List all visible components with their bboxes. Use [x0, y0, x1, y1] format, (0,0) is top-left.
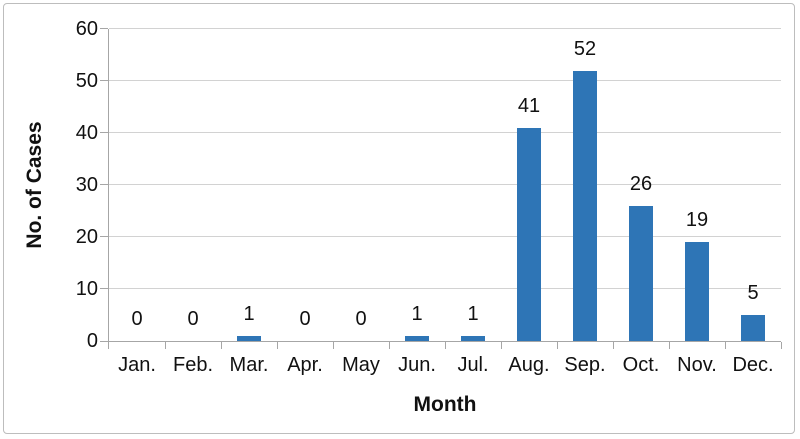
bar-value-label: 5 — [747, 282, 759, 304]
x-tick-mark — [445, 342, 446, 349]
bar-value-label: 52 — [573, 37, 597, 60]
x-axis-tick-label: Dec. — [732, 354, 774, 376]
figure-frame: No. of Cases Month 0 10 20 30 40 50 60 0 Jan. 0 Fe… — [3, 3, 795, 434]
y-axis-tick-label: 30 — [75, 174, 98, 196]
bar-value-label: 1 — [411, 302, 423, 325]
y-axis-title: No. of Cases — [23, 121, 46, 249]
y-axis-tick-label: 50 — [75, 70, 98, 92]
x-tick-mark — [613, 342, 614, 349]
x-axis-tick-label: Jun. — [398, 354, 436, 376]
x-tick-mark — [389, 342, 390, 349]
bar-value-label: 26 — [629, 172, 653, 195]
x-axis-tick-label: Nov. — [677, 354, 717, 376]
y-tick-mark — [100, 184, 108, 185]
y-axis-tick-label: 10 — [75, 278, 98, 300]
y-tick-mark — [100, 341, 108, 342]
bar — [405, 335, 429, 341]
bar-value-label: 0 — [299, 308, 311, 330]
bar-value-label: 41 — [517, 94, 541, 117]
x-axis-title: Month — [413, 393, 477, 416]
x-axis-tick-label: Mar. — [229, 354, 269, 376]
bar — [741, 315, 765, 341]
gridline — [109, 236, 781, 237]
x-axis-tick-label: Jan. — [118, 354, 156, 376]
bar-value-label: 1 — [243, 302, 255, 325]
x-tick-mark — [669, 342, 670, 349]
y-axis-tick-label: 20 — [75, 226, 98, 248]
x-tick-mark — [108, 342, 109, 349]
y-tick-mark — [100, 132, 108, 133]
bar — [517, 127, 541, 341]
gridline — [109, 80, 781, 81]
x-tick-mark — [165, 342, 166, 349]
x-tick-mark — [333, 342, 334, 349]
bar-value-label: 19 — [685, 209, 709, 232]
x-axis-tick-label: Sep. — [564, 354, 606, 376]
gridline — [109, 184, 781, 185]
bar-value-label: 0 — [355, 308, 367, 330]
x-axis-line — [108, 341, 781, 342]
y-tick-mark — [100, 236, 108, 237]
gridline — [109, 288, 781, 289]
y-axis-tick-label: 0 — [86, 330, 98, 352]
bar — [461, 335, 485, 341]
bar-value-label: 1 — [467, 302, 479, 325]
x-tick-mark — [501, 342, 502, 349]
y-tick-mark — [100, 80, 108, 81]
x-axis-tick-label: Oct. — [622, 354, 660, 376]
x-axis-tick-label: Aug. — [508, 354, 550, 376]
y-axis-tick-label: 40 — [75, 122, 98, 144]
x-axis-tick-label: May — [342, 354, 380, 376]
y-axis-line — [108, 29, 109, 341]
y-tick-mark — [100, 28, 108, 29]
gridline — [109, 28, 781, 29]
bar-value-label: 0 — [131, 308, 143, 330]
y-axis-tick-label: 60 — [75, 18, 98, 40]
x-axis-tick-label: Jul. — [457, 354, 489, 376]
x-tick-mark — [557, 342, 558, 349]
x-tick-mark — [277, 342, 278, 349]
gridline — [109, 132, 781, 133]
x-axis-tick-label: Feb. — [172, 354, 214, 376]
x-tick-mark — [725, 342, 726, 349]
x-axis-tick-label: Apr. — [287, 354, 323, 376]
bar-value-label: 0 — [187, 308, 199, 330]
x-tick-mark — [221, 342, 222, 349]
bar — [237, 335, 261, 341]
bar — [629, 205, 653, 341]
y-tick-mark — [100, 288, 108, 289]
bar — [573, 70, 597, 341]
x-tick-mark — [781, 342, 782, 349]
bar — [685, 242, 709, 341]
plot-area: Month 0 10 20 30 40 50 60 0 Jan. 0 Feb. 1 Mar. 0 Apr. 0… — [76, 18, 782, 416]
